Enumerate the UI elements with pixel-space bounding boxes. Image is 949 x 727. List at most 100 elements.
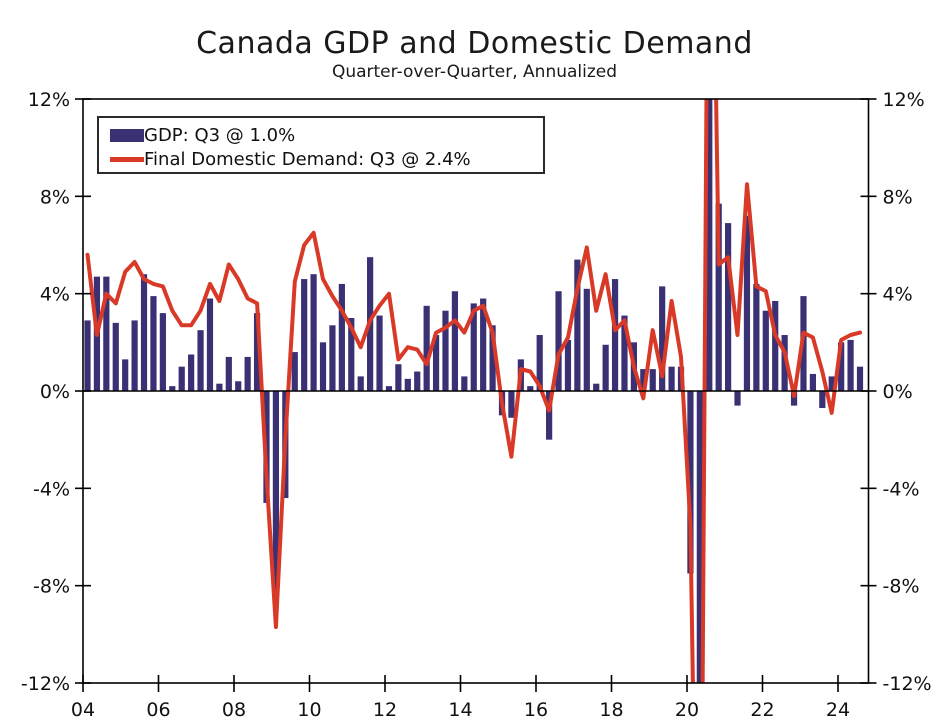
gdp-bar [432, 335, 440, 391]
gdp-bar [84, 320, 91, 391]
y-axis-label-left: 0% [40, 381, 70, 403]
gdp-bar [640, 369, 647, 391]
gdp-bar [188, 354, 195, 391]
gdp-bar [753, 283, 760, 391]
gdp-bar [555, 291, 562, 391]
y-axis-label-left: -12% [21, 673, 70, 695]
y-axis-label-right: -12% [883, 673, 932, 695]
y-axis-label-right: 4% [883, 284, 913, 306]
x-axis-label: 16 [524, 699, 548, 721]
gdp-bar [206, 298, 214, 391]
gdp-bar [856, 366, 864, 391]
gdp-bar [847, 339, 854, 391]
gdp-bar [687, 391, 694, 574]
gdp-bar [329, 325, 336, 391]
gdp-bar [348, 318, 355, 391]
y-axis-label-right: 12% [883, 89, 925, 111]
gdp-bar [706, 99, 713, 391]
gdp-bar [376, 315, 383, 391]
gdp-bar [414, 371, 421, 391]
gdp-bar [489, 325, 496, 391]
fdd-line [85, 99, 862, 683]
gdp-bar [527, 386, 534, 391]
gdp-bar [659, 286, 666, 391]
chart-title: Canada GDP and Domestic Demand [196, 26, 753, 61]
gdp-bar [668, 366, 675, 391]
y-axis-label-left: 12% [28, 89, 70, 111]
gdp-bar [583, 288, 590, 391]
gdp-bar [574, 259, 581, 391]
gdp-bar [338, 283, 345, 391]
gdp-bar [103, 276, 110, 391]
y-axis-label-left: -8% [33, 576, 70, 598]
gdp-bar [159, 313, 166, 391]
gdp-bar [319, 342, 327, 391]
x-axis-label: 04 [71, 699, 95, 721]
gdp-bar [395, 364, 402, 391]
gdp-bar [357, 376, 364, 391]
gdp-bar [150, 296, 157, 391]
gdp-bar [178, 366, 185, 391]
gdp-bar-swatch-icon [110, 128, 144, 142]
gdp-bar [225, 356, 232, 391]
legend-item-gdp: GDP: Q3 @ 1.0% [110, 123, 543, 147]
gdp-bar [743, 215, 751, 391]
x-axis-label: 06 [146, 699, 170, 721]
gdp-bar [809, 373, 816, 391]
gdp-bar [404, 378, 411, 391]
gdp-bar [546, 391, 553, 440]
gdp-bar [781, 335, 788, 391]
gdp-bar [131, 320, 138, 391]
gdp-bar [235, 381, 242, 391]
y-axis-label-left: -4% [33, 478, 70, 500]
gdp-bar [611, 279, 619, 391]
gdp-bar [301, 279, 308, 391]
x-axis-label: 10 [297, 699, 321, 721]
y-axis-label-right: 8% [883, 186, 913, 208]
x-axis-label: 18 [599, 699, 623, 721]
y-axis-label-right: 0% [883, 381, 913, 403]
gdp-bar [272, 391, 280, 598]
gdp-bar [508, 391, 515, 418]
gdp-bar [819, 391, 826, 409]
gdp-bar [536, 335, 543, 391]
legend-fdd-label: Final Domestic Demand: Q3 @ 2.4% [144, 148, 471, 170]
gdp-bar [244, 356, 251, 391]
x-axis-label: 20 [675, 699, 699, 721]
y-axis-label-right: -8% [883, 576, 920, 598]
gdp-bar [470, 303, 477, 391]
gdp-bar [140, 274, 148, 391]
gdp-bar [762, 310, 769, 391]
gdp-bar [122, 359, 129, 391]
legend-box: GDP: Q3 @ 1.0% Final Domestic Demand: Q3… [97, 116, 545, 174]
gdp-bar [715, 203, 722, 391]
x-axis-label: 24 [826, 699, 850, 721]
chart-subtitle: Quarter-over-Quarter, Annualized [331, 62, 618, 82]
y-axis-label-left: 4% [40, 284, 70, 306]
gdp-bar [197, 330, 204, 391]
gdp-bar [725, 223, 732, 391]
fdd-line-swatch-icon [110, 156, 144, 162]
gdp-bar [480, 298, 487, 391]
gdp-bar [790, 391, 798, 406]
gdp-bar [253, 313, 261, 391]
legend-gdp-label: GDP: Q3 @ 1.0% [144, 124, 296, 146]
gdp-bar [216, 383, 223, 391]
gdp-bar [310, 274, 317, 391]
gdp-bar [593, 383, 600, 391]
gdp-bar [385, 386, 393, 391]
gdp-bars [84, 99, 864, 683]
gdp-bar [621, 315, 628, 391]
gdp-bar [649, 369, 656, 391]
x-axis-label: 14 [448, 699, 472, 721]
gdp-bar [423, 305, 430, 391]
x-axis-label: 22 [750, 699, 774, 721]
gdp-bar [772, 300, 779, 391]
gdp-bar [696, 391, 703, 683]
gdp-bar [442, 310, 449, 391]
gdp-bar [451, 291, 459, 391]
x-axis-label: 12 [373, 699, 397, 721]
gdp-bar [461, 376, 468, 391]
